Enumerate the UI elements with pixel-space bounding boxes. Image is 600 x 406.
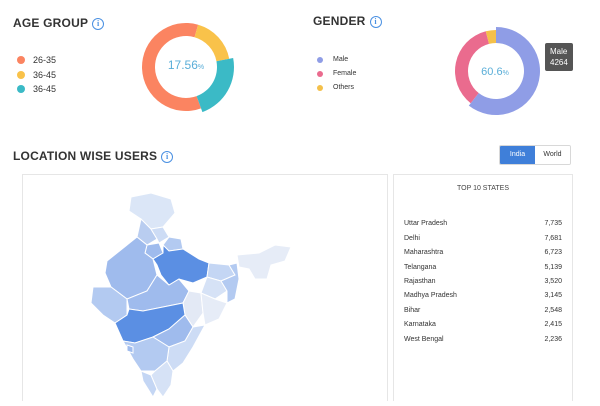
state-name: Maharashtra [404, 249, 444, 256]
top-states-panel: TOP 10 STATES Uttar Pradesh 7,735 Delhi … [393, 174, 573, 401]
state-name: Madhya Pradesh [404, 292, 457, 299]
state-users: 3,145 [544, 292, 562, 299]
state-name: Delhi [404, 235, 420, 242]
legend-dot [17, 71, 25, 79]
age-group-title-text: AGE GROUP [13, 16, 89, 30]
map-region-uttar-pradesh[interactable] [152, 243, 210, 286]
age-legend-label: 36-45 [33, 84, 57, 94]
gender-title: GENDER i [313, 14, 382, 28]
state-row: Maharashtra 6,723 [404, 249, 562, 256]
map-region-northeast[interactable] [236, 244, 292, 280]
gender-legend-item: Male [317, 56, 348, 63]
map-region-kerala[interactable] [140, 370, 158, 399]
location-title-text: LOCATION WISE USERS [13, 149, 158, 163]
donut-slice-26-35[interactable] [142, 22, 202, 111]
state-row: Rajasthan 3,520 [404, 278, 562, 285]
state-row: Telangana 5,139 [404, 264, 562, 271]
map-region-jharkhand[interactable] [200, 276, 228, 300]
legend-dot [17, 56, 25, 64]
world-toggle-button[interactable]: World [535, 146, 570, 164]
gender-legend-item: Female [317, 70, 356, 77]
gender-legend-label: Others [333, 84, 355, 91]
india-map[interactable] [23, 175, 387, 401]
state-row: Bihar 2,548 [404, 307, 562, 314]
state-name: Uttar Pradesh [404, 220, 448, 227]
gender-legend-item: Others [317, 84, 354, 91]
legend-dot [317, 56, 323, 63]
location-title: LOCATION WISE USERS i [13, 149, 174, 163]
state-users: 2,236 [544, 336, 562, 343]
state-row: Delhi 7,681 [404, 235, 562, 242]
donut-slice-36-45[interactable] [196, 58, 234, 113]
age-center-label: 17.56% [150, 58, 222, 72]
donut-slice-male[interactable] [468, 27, 540, 115]
age-group-donut [142, 22, 234, 113]
region-toggle: India World [499, 145, 571, 165]
age-legend-item: 36-45 [17, 70, 56, 80]
age-group-title: AGE GROUP i [13, 16, 105, 30]
age-legend-item: 26-35 [17, 55, 56, 65]
map-region-odisha[interactable] [200, 292, 228, 326]
state-users: 2,548 [544, 307, 562, 314]
tooltip-label: Male [550, 47, 568, 56]
gender-center-label: 60.6% [465, 66, 525, 78]
tooltip-value: 4264 [550, 58, 568, 67]
state-users: 5,139 [544, 264, 562, 271]
state-users: 6,723 [544, 249, 562, 256]
gender-center-value: 60.6 [481, 66, 503, 78]
state-name: Telangana [404, 264, 437, 271]
state-users: 7,681 [544, 235, 562, 242]
map-region-himachal[interactable] [150, 226, 170, 244]
info-icon[interactable]: i [92, 17, 105, 30]
age-legend-item: 36-45 [17, 84, 56, 94]
gender-tooltip: Male 4264 [545, 43, 573, 71]
state-row: West Bengal 2,236 [404, 336, 562, 343]
gender-legend-label: Male [333, 56, 349, 63]
state-users: 3,520 [544, 278, 562, 285]
map-region-goa[interactable] [126, 344, 134, 354]
map-panel [22, 174, 388, 401]
age-legend-label: 36-45 [33, 70, 57, 80]
legend-dot [317, 70, 323, 77]
gender-legend-label: Female [333, 70, 357, 77]
info-icon[interactable]: i [369, 15, 382, 28]
india-toggle-button[interactable]: India [500, 146, 535, 164]
donut-slice-others[interactable] [485, 30, 496, 44]
top-states-title: TOP 10 STATES [456, 185, 509, 192]
gender-donut [455, 27, 540, 115]
map-region-punjab[interactable] [136, 218, 158, 246]
donut-slice-36-45[interactable] [194, 24, 230, 62]
state-row: Madhya Pradesh 3,145 [404, 292, 562, 299]
age-center-value: 17.56 [167, 58, 198, 72]
state-name: West Bengal [404, 336, 444, 343]
state-users: 7,735 [544, 220, 562, 227]
age-center-unit: % [197, 64, 205, 71]
legend-dot [17, 85, 25, 93]
state-name: Bihar [404, 307, 421, 314]
map-region-tamil-nadu[interactable] [150, 360, 174, 398]
state-name: Rajasthan [404, 278, 436, 285]
state-row: Karnataka 2,415 [404, 321, 562, 328]
gender-center-unit: % [502, 70, 509, 77]
info-icon[interactable]: i [161, 150, 174, 163]
map-region-jammu-kashmir[interactable] [128, 192, 176, 230]
legend-dot [317, 84, 323, 91]
state-users: 2,415 [544, 321, 562, 328]
state-row: Uttar Pradesh 7,735 [404, 220, 562, 227]
state-name: Karnataka [404, 321, 436, 328]
donut-slice-female[interactable] [455, 31, 490, 104]
age-legend-label: 26-35 [33, 55, 57, 65]
gender-title-text: GENDER [313, 14, 366, 28]
